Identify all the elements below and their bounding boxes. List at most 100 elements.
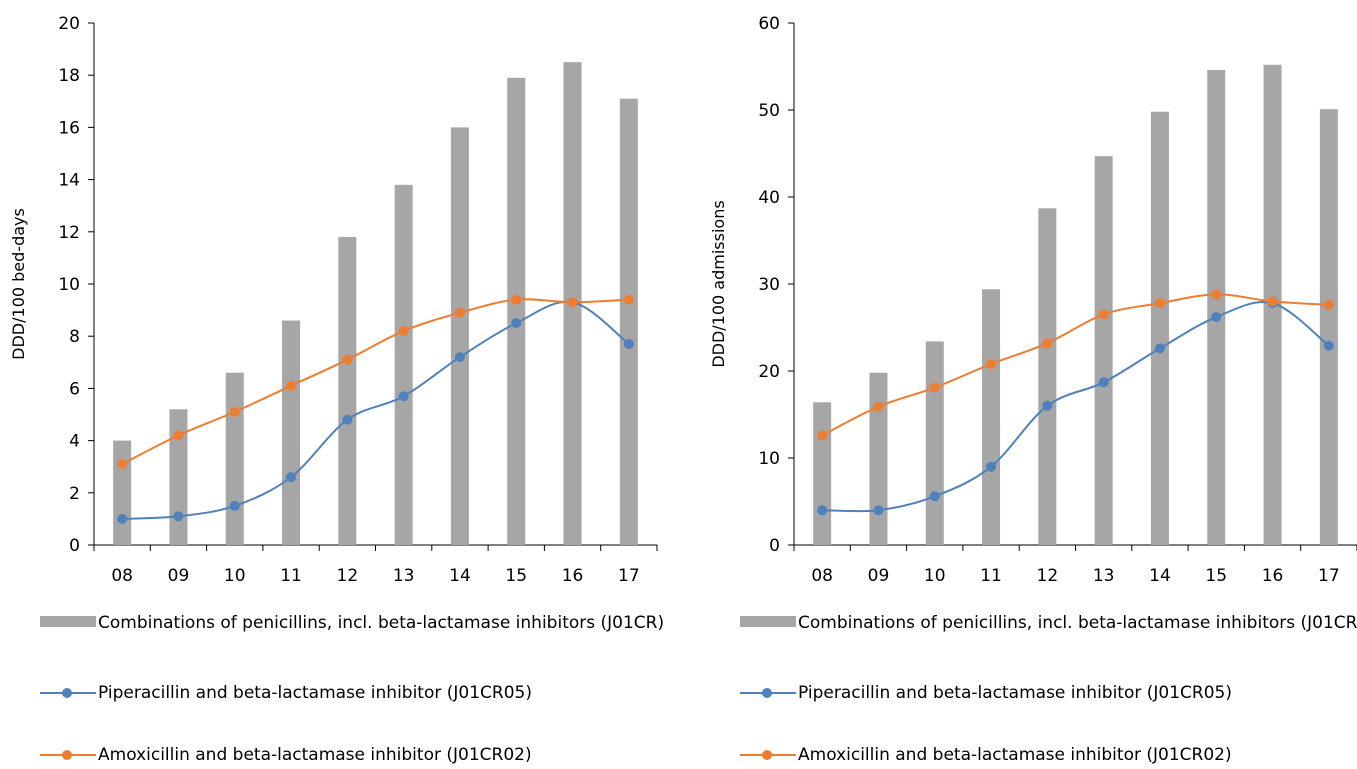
legend-swatch-line: [740, 750, 796, 760]
chart-admissions: 0 10 20 30 40 50 60 08 09 10 11 12 13 14 15 16 17 DDD/100…: [709, 14, 1357, 586]
x-tick-label: 11: [280, 566, 302, 586]
legend-label: Combinations of penicillins, incl. beta-…: [98, 613, 665, 633]
data-point: [1211, 289, 1222, 300]
data-point: [454, 307, 465, 318]
series-line: [122, 300, 630, 520]
x-tick-label: 12: [1037, 566, 1059, 586]
x-tick-label: 17: [1318, 566, 1340, 586]
data-point: [286, 472, 297, 483]
legend-marker: [762, 750, 772, 760]
bar: [813, 402, 832, 545]
data-point: [342, 354, 353, 365]
x-tick-label: 15: [1205, 566, 1227, 586]
data-point: [117, 459, 128, 470]
bar: [282, 320, 301, 545]
x-tick-label: 09: [868, 566, 890, 586]
data-point: [286, 380, 297, 391]
y-axis-title: DDD/100 bed-days: [9, 208, 28, 360]
bar: [113, 440, 132, 545]
data-point: [511, 318, 522, 329]
x-tick-label: 15: [505, 566, 527, 586]
data-point: [1211, 312, 1222, 323]
chart-panel-admissions: 0 10 20 30 40 50 60 08 09 10 11 12 13 14 15 16 17 DDD/100…: [700, 0, 1357, 769]
y-axis-title: DDD/100 admissions: [709, 200, 728, 367]
y-tick-label: 4: [69, 432, 80, 452]
data-point: [173, 430, 184, 441]
y-tick-label: 10: [58, 275, 80, 295]
bar: [169, 409, 188, 545]
data-point: [929, 382, 940, 393]
bar: [394, 184, 413, 545]
data-point: [873, 401, 884, 412]
data-point: [817, 505, 828, 516]
legend-label: Amoxicillin and beta-lactamase inhibitor…: [798, 745, 1232, 765]
x-tick-label: 13: [393, 566, 415, 586]
legend-label: Piperacillin and beta-lactamase inhibito…: [798, 683, 1232, 703]
bar: [869, 372, 888, 545]
data-point: [511, 294, 522, 305]
x-tick-label: 13: [1093, 566, 1115, 586]
data-point: [229, 406, 240, 417]
y-tick-label: 20: [58, 14, 80, 34]
y-tick-label: 50: [758, 101, 780, 121]
y-tick-label: 8: [69, 327, 80, 347]
x-tick-label: 16: [1262, 566, 1284, 586]
data-point: [986, 461, 997, 472]
data-point: [986, 359, 997, 370]
bar: [1094, 156, 1113, 546]
x-tick-label: 14: [1149, 566, 1171, 586]
chart-bed-days: 0 2 4 6 8 10 12 14 16 18 20 08 09 10 11 12 13 14 15 16 17 DDD…: [9, 14, 658, 586]
data-point: [229, 500, 240, 511]
legend-marker: [762, 688, 772, 698]
x-tick-label: 10: [224, 566, 246, 586]
y-tick-label: 20: [758, 362, 780, 382]
chart-panel-bed-days: 0 2 4 6 8 10 12 14 16 18 20 08 09 10 11 12 13 14 15 16 17 DDD…: [0, 0, 678, 769]
y-tick-label: 14: [58, 171, 80, 191]
data-point: [1323, 340, 1334, 351]
y-tick-label: 18: [58, 66, 80, 86]
data-point: [1267, 296, 1278, 307]
series-line: [821, 293, 1329, 437]
data-point: [1154, 298, 1165, 309]
y-tick-label: 10: [758, 449, 780, 469]
data-point: [929, 491, 940, 502]
legend-swatch-bar: [740, 616, 796, 627]
x-tick-label: 09: [168, 566, 190, 586]
y-tick-label: 16: [58, 118, 80, 138]
x-tick-label: 17: [618, 566, 640, 586]
legend-swatch-line: [40, 750, 96, 760]
series-line: [121, 298, 629, 465]
data-point: [342, 414, 353, 425]
bar: [1207, 69, 1226, 545]
data-point: [117, 513, 128, 524]
data-point: [454, 352, 465, 363]
data-point: [567, 297, 578, 308]
data-point: [873, 505, 884, 516]
data-point: [1098, 377, 1109, 388]
series-line: [822, 301, 1330, 513]
x-tick-label: 14: [449, 566, 471, 586]
data-point: [1042, 400, 1053, 411]
data-point: [398, 325, 409, 336]
data-point: [1098, 309, 1109, 320]
x-tick-label: 11: [980, 566, 1002, 586]
y-tick-label: 6: [69, 379, 80, 399]
data-point: [817, 430, 828, 441]
x-tick-label: 08: [811, 566, 833, 586]
bar: [450, 127, 469, 546]
x-tick-label: 12: [337, 566, 359, 586]
y-tick-label: 0: [769, 536, 780, 556]
x-tick-label: 10: [924, 566, 946, 586]
x-tick-label: 16: [562, 566, 584, 586]
bar: [507, 77, 526, 545]
bar: [982, 289, 1001, 545]
legend-swatch-line: [740, 688, 796, 698]
legend-label: Amoxicillin and beta-lactamase inhibitor…: [98, 745, 532, 765]
data-point: [623, 294, 634, 305]
legend-marker: [62, 750, 72, 760]
bar: [1038, 208, 1057, 545]
data-point: [1154, 343, 1165, 354]
bar: [225, 372, 244, 545]
bar: [1319, 109, 1338, 545]
y-tick-label: 12: [58, 223, 80, 243]
